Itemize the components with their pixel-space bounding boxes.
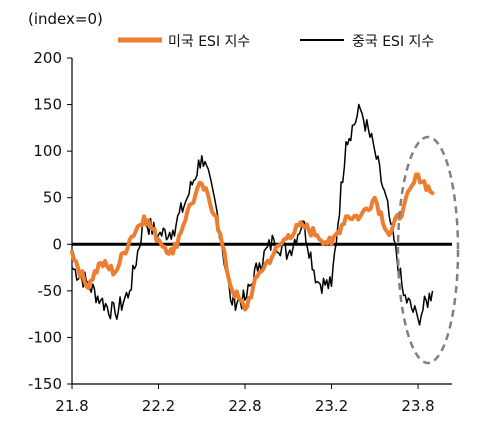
y-axis: 200 150 100 50 0 -50 -100 -150 xyxy=(28,49,73,393)
legend: 미국 ESI 지수 중국 ESI 지수 xyxy=(118,34,434,50)
y-tick-label: 200 xyxy=(33,49,62,67)
legend-label-us: 미국 ESI 지수 xyxy=(168,34,250,50)
legend-label-china: 중국 ESI 지수 xyxy=(352,34,434,50)
y-tick-label: 50 xyxy=(43,189,62,207)
plot-area xyxy=(70,103,460,365)
x-tick-label: 21.8 xyxy=(55,397,88,415)
series-line-us xyxy=(70,172,435,312)
y-tick-label: -50 xyxy=(38,282,63,300)
y-tick-label: 0 xyxy=(52,235,62,253)
x-axis: 21.8 22.2 22.8 23.2 23.8 xyxy=(55,383,452,415)
y-tick-label: 100 xyxy=(33,142,62,160)
x-tick-label: 23.8 xyxy=(401,397,434,415)
y-tick-label: -150 xyxy=(28,375,62,393)
x-tick-label: 22.2 xyxy=(142,397,175,415)
x-tick-label: 23.2 xyxy=(315,397,348,415)
x-tick-label: 22.8 xyxy=(228,397,261,415)
unit-label: (index=0) xyxy=(28,10,103,28)
y-tick-label: -100 xyxy=(28,328,62,346)
y-tick-label: 150 xyxy=(33,96,62,114)
highlight-ellipse xyxy=(396,135,460,365)
